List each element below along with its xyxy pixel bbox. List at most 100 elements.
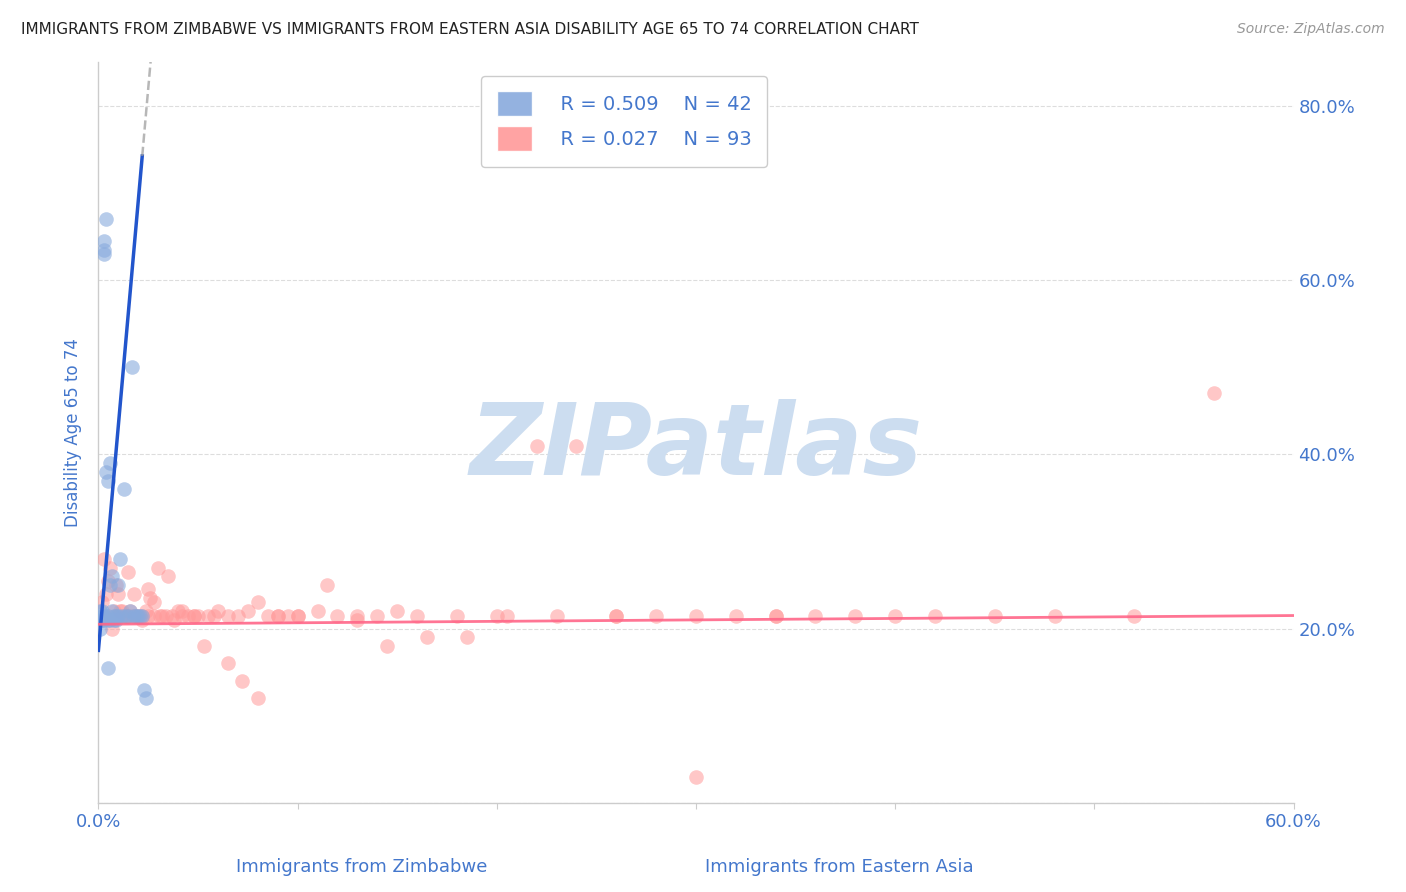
Point <box>89 613 111 627</box>
Point <box>183 608 205 623</box>
Point <box>1043 608 1066 623</box>
Text: Immigrants from Eastern Asia: Immigrants from Eastern Asia <box>704 858 974 876</box>
Point <box>93 247 115 261</box>
Point <box>97 608 120 623</box>
Point <box>346 613 368 627</box>
Point <box>97 474 120 488</box>
Point <box>110 552 132 566</box>
Point <box>193 639 215 653</box>
Point <box>112 608 135 623</box>
Point <box>93 613 115 627</box>
Point <box>129 608 152 623</box>
Point <box>115 608 138 623</box>
Point <box>98 456 122 470</box>
Point <box>107 578 129 592</box>
Point <box>110 604 132 618</box>
Point <box>93 243 115 257</box>
Point <box>111 608 134 623</box>
Point <box>96 465 118 479</box>
Point <box>93 608 115 623</box>
Point <box>1202 386 1225 401</box>
Point <box>157 569 180 583</box>
Point <box>172 608 194 623</box>
Point <box>226 608 249 623</box>
Point <box>89 604 111 618</box>
Point <box>98 578 122 592</box>
Point <box>149 608 172 623</box>
Point <box>246 595 269 609</box>
Point <box>97 574 120 588</box>
Point <box>207 604 229 618</box>
Legend:   R = 0.509    N = 42,   R = 0.027    N = 93: R = 0.509 N = 42, R = 0.027 N = 93 <box>481 76 768 167</box>
Point <box>924 608 946 623</box>
Point <box>103 604 125 618</box>
Point <box>96 587 118 601</box>
Point <box>307 604 329 618</box>
Point <box>136 608 159 623</box>
Point <box>277 608 299 623</box>
Point <box>884 608 907 623</box>
Point <box>135 691 157 706</box>
Point <box>96 212 118 227</box>
Point <box>131 613 153 627</box>
Point <box>121 608 143 623</box>
Point <box>91 595 114 609</box>
Point <box>143 608 166 623</box>
Text: Source: ZipAtlas.com: Source: ZipAtlas.com <box>1237 22 1385 37</box>
Point <box>163 613 186 627</box>
Point <box>765 608 787 623</box>
Point <box>101 604 124 618</box>
Point <box>103 608 125 623</box>
Point <box>495 608 517 623</box>
Point <box>685 608 707 623</box>
Point <box>385 604 409 618</box>
Point <box>124 587 146 601</box>
Point <box>91 608 114 623</box>
Point <box>105 578 128 592</box>
Point <box>98 613 122 627</box>
Point <box>172 604 194 618</box>
Point <box>685 770 707 784</box>
Point <box>375 639 398 653</box>
Point <box>984 608 1007 623</box>
Point <box>117 565 139 579</box>
Point <box>97 613 120 627</box>
Point <box>724 608 747 623</box>
Point <box>101 622 124 636</box>
Point <box>127 608 149 623</box>
Point <box>139 591 162 606</box>
Point <box>765 608 787 623</box>
Point <box>197 608 219 623</box>
Point <box>160 608 183 623</box>
Point <box>120 604 142 618</box>
Point <box>105 608 128 623</box>
Point <box>485 608 508 623</box>
Point <box>97 661 120 675</box>
Point <box>91 604 114 618</box>
Point <box>117 608 139 623</box>
Point <box>143 595 166 609</box>
Point <box>121 360 143 375</box>
Point <box>187 608 209 623</box>
Point <box>217 657 239 671</box>
Point <box>103 613 125 627</box>
Point <box>98 560 122 574</box>
Point <box>202 608 225 623</box>
Point <box>406 608 429 623</box>
Text: IMMIGRANTS FROM ZIMBABWE VS IMMIGRANTS FROM EASTERN ASIA DISABILITY AGE 65 TO 74: IMMIGRANTS FROM ZIMBABWE VS IMMIGRANTS F… <box>21 22 920 37</box>
Point <box>101 569 124 583</box>
Text: Immigrants from Zimbabwe: Immigrants from Zimbabwe <box>236 858 486 876</box>
Point <box>267 608 290 623</box>
Point <box>107 608 129 623</box>
Point <box>107 587 129 601</box>
Point <box>111 604 134 618</box>
Point <box>256 608 278 623</box>
Point <box>150 608 173 623</box>
Point <box>346 608 368 623</box>
Point <box>134 682 156 697</box>
Point <box>120 604 142 618</box>
Point <box>287 608 309 623</box>
Point <box>217 608 239 623</box>
Point <box>183 608 205 623</box>
Point <box>131 608 153 623</box>
